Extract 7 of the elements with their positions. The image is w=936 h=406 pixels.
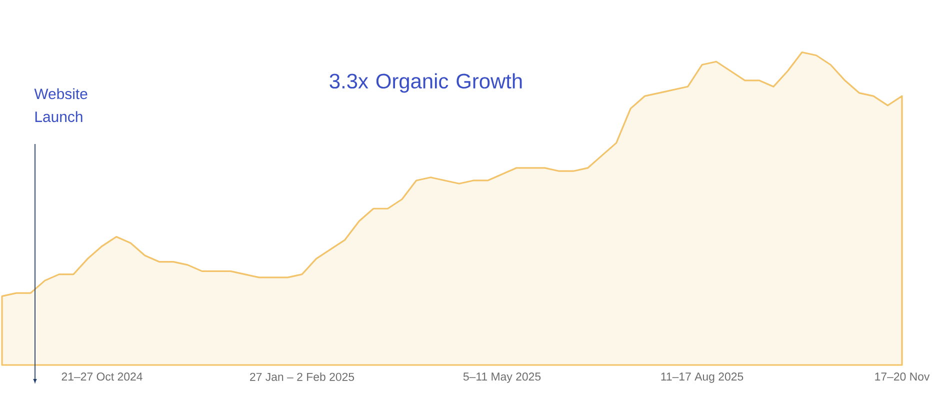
annotation: Website Launch [34,88,88,122]
x-tick-label: 17–20 Nov [875,372,930,381]
x-tick-label: 21–27 Oct 2024 [62,372,142,381]
x-tick-label: 5–11 May 2025 [463,372,541,383]
x-tick-label: 27 Jan – 2 Feb 2025 [250,372,354,381]
annotation: 3.3x Organic Growth [330,73,522,93]
x-tick-label: 11–17 Aug 2025 [661,372,744,383]
